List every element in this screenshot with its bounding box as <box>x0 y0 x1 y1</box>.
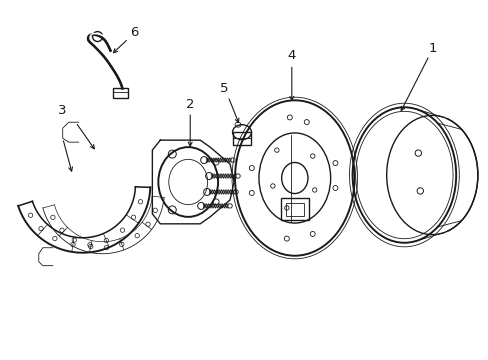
Text: 6: 6 <box>130 26 138 39</box>
Bar <box>280 198 308 220</box>
Bar <box>232 132 251 145</box>
Bar <box>112 88 128 98</box>
Text: 1: 1 <box>428 42 437 55</box>
Text: 2: 2 <box>185 98 194 111</box>
Bar <box>285 203 303 216</box>
Text: 4: 4 <box>287 49 295 62</box>
Text: 5: 5 <box>220 82 228 95</box>
Text: 3: 3 <box>59 104 67 117</box>
